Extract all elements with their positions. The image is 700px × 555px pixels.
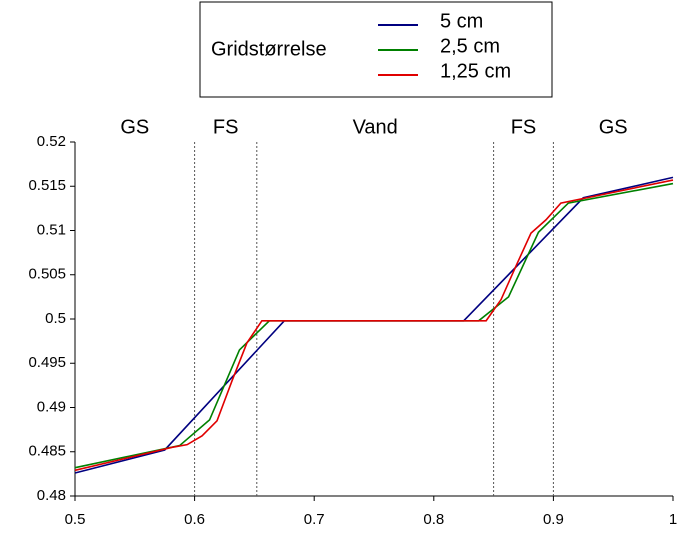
y-tick-label: 0.52 — [37, 133, 66, 150]
legend-label: 2,5 cm — [440, 35, 500, 57]
region-label: GS — [599, 116, 628, 138]
region-label: Vand — [353, 116, 398, 138]
y-tick-label: 0.49 — [37, 398, 66, 415]
x-tick-label: 0.5 — [65, 511, 86, 528]
y-tick-label: 0.5 — [45, 310, 66, 327]
y-tick-label: 0.495 — [28, 354, 66, 371]
x-tick-label: 0.7 — [304, 511, 325, 528]
series-line — [74, 182, 674, 469]
y-tick-label: 0.51 — [37, 221, 66, 238]
x-tick-label: 0.9 — [543, 511, 564, 528]
region-label: FS — [511, 116, 537, 138]
x-tick-label: 0.6 — [184, 511, 205, 528]
y-tick-label: 0.505 — [28, 266, 66, 283]
series-line — [74, 176, 674, 474]
x-tick-label: 0.8 — [423, 511, 444, 528]
x-tick-label: 1 — [669, 511, 677, 528]
legend-label: 5 cm — [440, 10, 483, 32]
region-label: FS — [213, 116, 239, 138]
y-tick-label: 0.515 — [28, 177, 66, 194]
y-tick-label: 0.48 — [37, 487, 66, 504]
legend-title: Gridstørrelse — [211, 38, 327, 60]
legend-label: 1,25 cm — [440, 60, 511, 82]
y-tick-label: 0.485 — [28, 443, 66, 460]
series-line — [74, 179, 674, 472]
legend-box — [199, 1, 553, 98]
region-label: GS — [120, 116, 149, 138]
